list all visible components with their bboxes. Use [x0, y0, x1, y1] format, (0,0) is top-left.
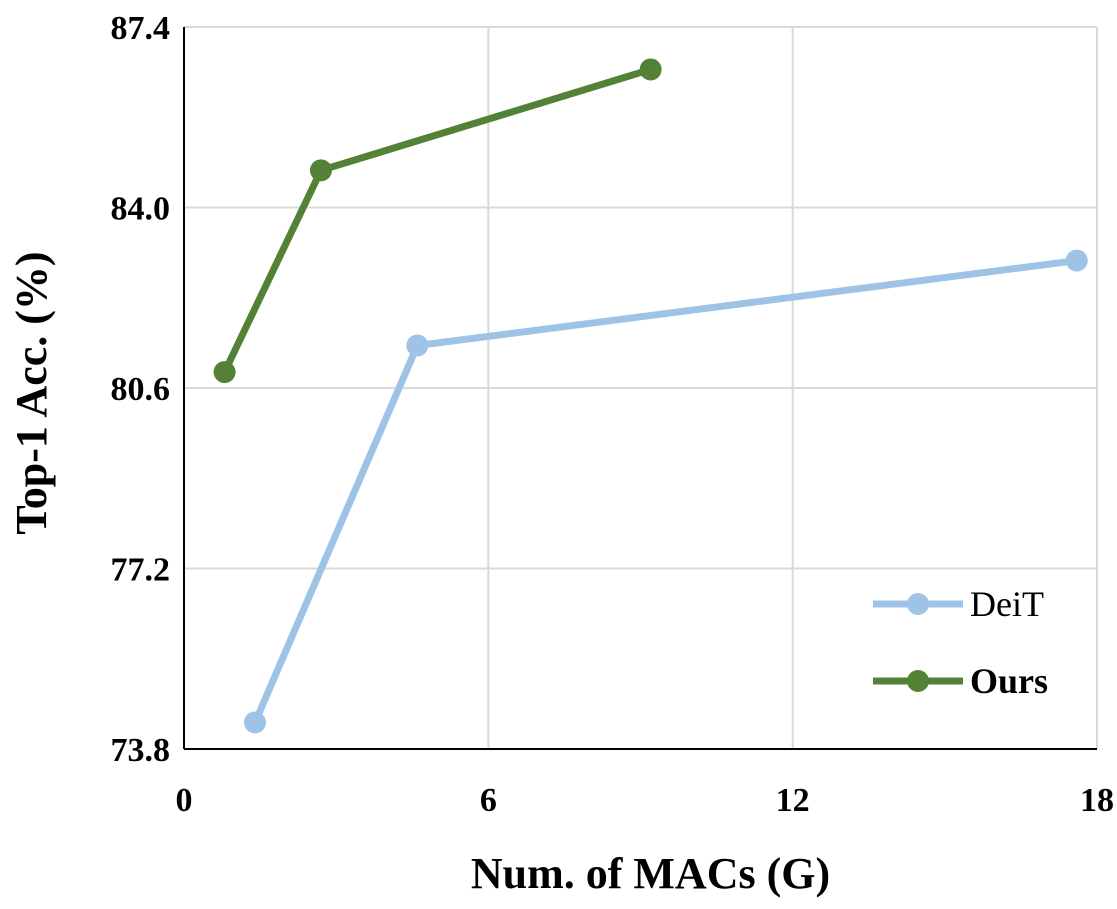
series-line-deit [251, 257, 1081, 726]
legend-marker-deit [907, 593, 929, 615]
x-axis-title: Num. of MACs (G) [471, 849, 830, 898]
y-tick-label: 73.8 [111, 732, 171, 769]
legend-label-deit: DeiT [970, 584, 1044, 624]
data-point-ours [639, 58, 662, 81]
x-axis-tick-labels: 0 6 12 18 [176, 782, 1115, 819]
y-axis-title: Top-1 Acc. (%) [7, 251, 56, 534]
data-point-deit [406, 334, 429, 357]
x-tick-label: 0 [176, 782, 193, 819]
data-point-deit [1065, 249, 1088, 272]
y-tick-label: 87.4 [111, 10, 171, 47]
grid-lines [184, 26, 1098, 750]
legend-label-ours: Ours [970, 661, 1048, 701]
y-tick-label: 80.6 [111, 371, 171, 408]
x-tick-label: 12 [776, 782, 810, 819]
y-tick-label: 77.2 [111, 552, 171, 589]
data-point-ours [309, 159, 332, 182]
legend-marker-ours [907, 670, 929, 692]
y-tick-label: 84.0 [111, 191, 171, 228]
data-series [213, 58, 1088, 734]
x-tick-label: 6 [480, 782, 497, 819]
y-axis-tick-labels: 73.8 77.2 80.6 84.0 87.4 [111, 10, 171, 769]
data-point-deit [244, 711, 267, 734]
legend: DeiT Ours [873, 584, 1048, 701]
data-point-ours [213, 361, 236, 384]
axes [183, 27, 1097, 750]
x-tick-label: 18 [1080, 782, 1114, 819]
